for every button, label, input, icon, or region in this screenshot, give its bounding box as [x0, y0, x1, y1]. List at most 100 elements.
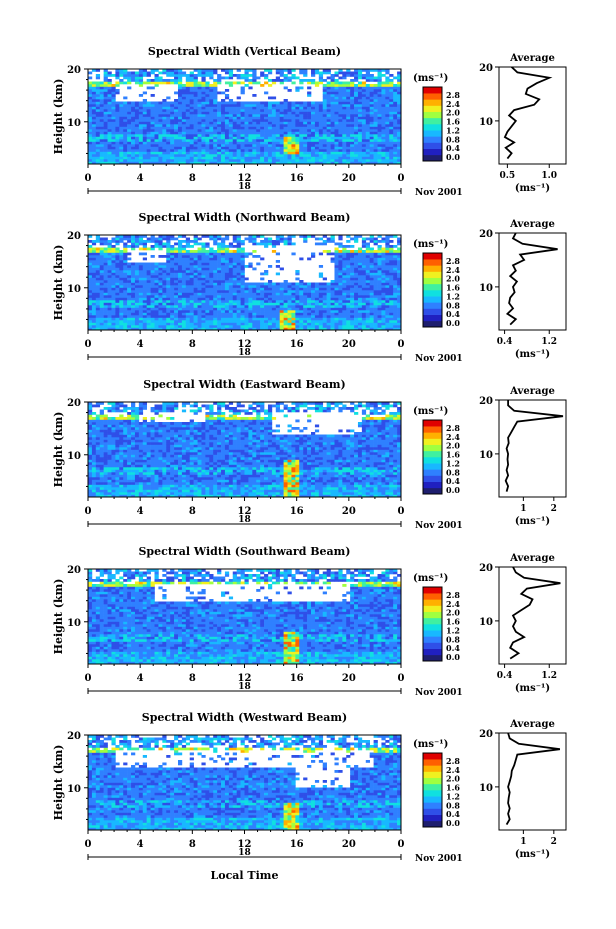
heatmap-cell — [138, 297, 144, 301]
heatmap-cell — [158, 310, 163, 313]
heatmap-cell — [146, 295, 151, 298]
heatmap-cell — [103, 81, 108, 85]
heatmap-cell — [185, 151, 191, 155]
heatmap-cell — [213, 146, 218, 150]
heatmap-cell — [228, 287, 234, 291]
heatmap-cell — [185, 287, 191, 291]
heatmap-cell — [134, 76, 140, 80]
heatmap-cell — [307, 305, 312, 308]
heatmap-cell — [365, 156, 370, 160]
heatmap-cell — [127, 292, 132, 296]
heatmap-cell — [111, 96, 116, 100]
heatmap-cell — [123, 312, 128, 316]
heatmap-cell — [127, 257, 132, 261]
heatmap-cell — [170, 119, 175, 122]
heatmap-cell — [291, 109, 296, 112]
heatmap-cell — [350, 317, 355, 321]
heatmap-cell — [369, 136, 374, 140]
heatmap-cell — [119, 109, 124, 112]
heatmap-cell — [224, 307, 230, 311]
heatmap-cell — [307, 151, 312, 155]
heatmap-cell — [357, 302, 363, 306]
heatmap-cell — [365, 325, 370, 328]
heatmap-cell — [189, 255, 194, 258]
heatmap-cell — [385, 149, 390, 152]
heatmap-cell — [158, 146, 163, 150]
heatmap-cell — [267, 285, 273, 288]
heatmap-cell — [232, 297, 237, 301]
heatmap-cell — [240, 260, 245, 263]
heatmap-cell — [381, 109, 386, 112]
heatmap-cell — [275, 149, 281, 152]
colorbar-swatch — [423, 99, 442, 106]
heatmap-cell — [103, 260, 108, 263]
heatmap-cell — [232, 124, 237, 127]
heatmap-cell — [307, 81, 312, 85]
heatmap-cell — [318, 327, 324, 331]
heatmap-cell — [357, 260, 363, 263]
heatmap-cell — [205, 320, 210, 323]
heatmap-cell — [224, 292, 230, 296]
heatmap-cell — [256, 141, 261, 145]
heatmap-cell — [111, 154, 116, 157]
heatmap-cell — [346, 300, 351, 303]
heatmap-cell — [131, 134, 136, 137]
heatmap-cell — [291, 320, 296, 323]
heatmap-cell — [260, 119, 265, 122]
heatmap-cell — [150, 134, 155, 137]
heatmap-cell — [361, 302, 367, 306]
heatmap-cell — [158, 322, 163, 326]
heatmap-cell — [393, 109, 398, 112]
heatmap-cell — [357, 84, 363, 87]
heatmap-cell — [111, 302, 116, 306]
heatmap-cell — [95, 134, 101, 137]
heatmap-cell — [123, 250, 128, 253]
heatmap-cell — [240, 126, 245, 130]
heatmap-cell — [213, 156, 218, 160]
heatmap-cell — [150, 156, 155, 160]
heatmap-cell — [95, 240, 101, 243]
heatmap-cell — [228, 307, 234, 311]
heatmap-cell — [330, 119, 335, 122]
heatmap-cell — [373, 154, 378, 157]
heatmap-cell — [131, 146, 136, 150]
heatmap-cell — [357, 315, 363, 318]
heatmap-cell — [314, 69, 320, 72]
heatmap-cell — [377, 74, 382, 77]
heatmap-cell — [377, 111, 382, 115]
heatmap-cell — [283, 76, 288, 80]
heatmap-cell — [201, 119, 206, 122]
heatmap-cell — [322, 124, 327, 127]
heatmap-cell — [221, 300, 226, 303]
heatmap-cell — [350, 99, 355, 102]
heatmap-cell — [88, 84, 93, 87]
heatmap-cell — [174, 99, 179, 102]
heatmap-cell — [357, 151, 363, 155]
heatmap-cell — [271, 106, 277, 110]
heatmap-cell — [146, 156, 151, 160]
heatmap-cell — [248, 252, 253, 256]
heatmap-cell — [99, 84, 104, 87]
heatmap-cell — [283, 104, 288, 107]
heatmap-cell — [334, 307, 339, 311]
heatmap-cell — [299, 114, 304, 117]
heatmap-cell — [88, 325, 93, 328]
heatmap-cell — [217, 79, 222, 82]
heatmap-cell — [295, 154, 300, 157]
heatmap-cell — [213, 99, 218, 102]
heatmap-cell — [181, 302, 187, 306]
heatmap-cell — [91, 277, 97, 281]
heatmap-cell — [134, 310, 140, 313]
heatmap-cell — [217, 235, 222, 238]
heatmap-cell — [205, 257, 210, 261]
heatmap-cell — [209, 297, 214, 301]
heatmap-cell — [197, 106, 202, 110]
heatmap-cell — [377, 154, 382, 157]
heatmap-cell — [365, 287, 370, 291]
heatmap-cell — [111, 74, 116, 77]
heatmap-cell — [279, 282, 284, 286]
heatmap-cell — [193, 84, 198, 87]
heatmap-cell — [119, 305, 124, 308]
heatmap-cell — [377, 144, 382, 147]
heatmap-cell — [307, 94, 312, 97]
